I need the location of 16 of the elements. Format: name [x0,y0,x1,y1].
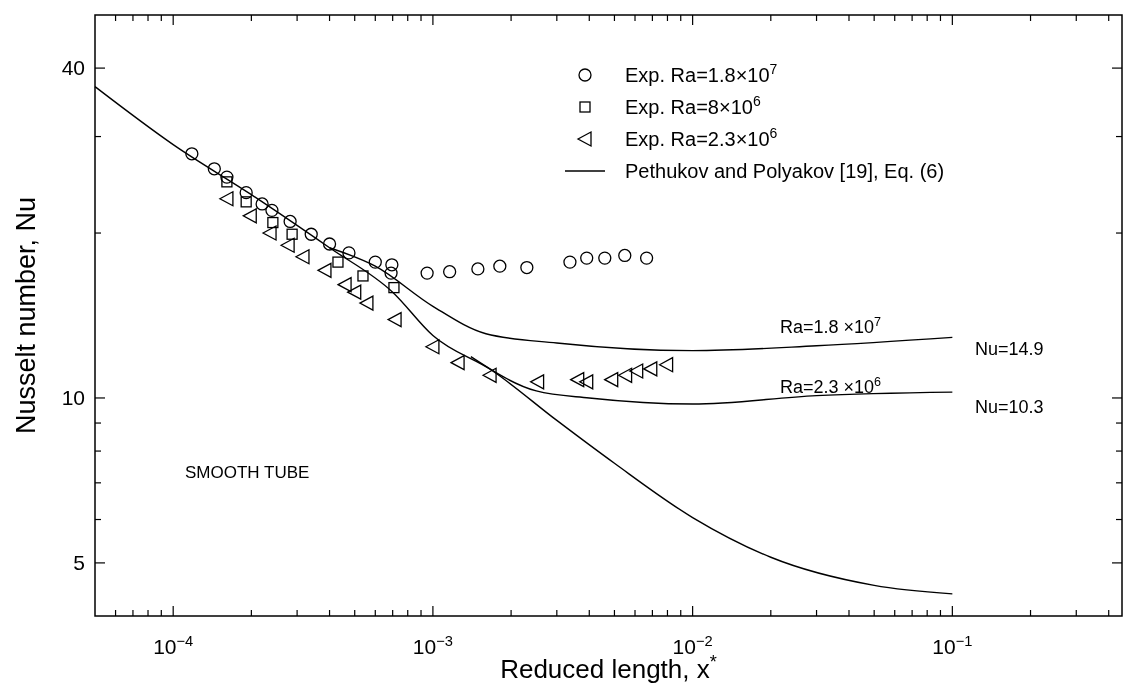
y-tick-label: 40 [61,56,85,80]
x-tick-label: 10$^{−3}$ [412,633,453,658]
legend-label: Exp. Ra=1.8×10$^{7}$ [625,61,778,86]
annotation: Nu=14.9 [975,339,1044,359]
x-tick-label: 10$^{−1}$ [932,633,973,658]
annotation: SMOOTH TUBE [185,463,310,482]
y-axis-title: Nusselt number, Nu [11,196,41,435]
y-tick-label: 10 [61,386,85,410]
annotation: Ra=1.8 ×10$^{7}$ [780,315,882,337]
legend-label: Exp. Ra=2.3×10$^{6}$ [625,125,778,150]
annotation: Nu=10.3 [975,397,1044,417]
y-tick-label: 5 [73,551,85,575]
annotation: Ra=2.3 ×10$^{6}$ [780,375,882,397]
legend-label: Pethukov and Polyakov [19], Eq. (6) [625,160,945,182]
legend-label: Exp. Ra=8×10$^{6}$ [625,93,761,118]
x-tick-label: 10$^{−4}$ [153,633,194,658]
